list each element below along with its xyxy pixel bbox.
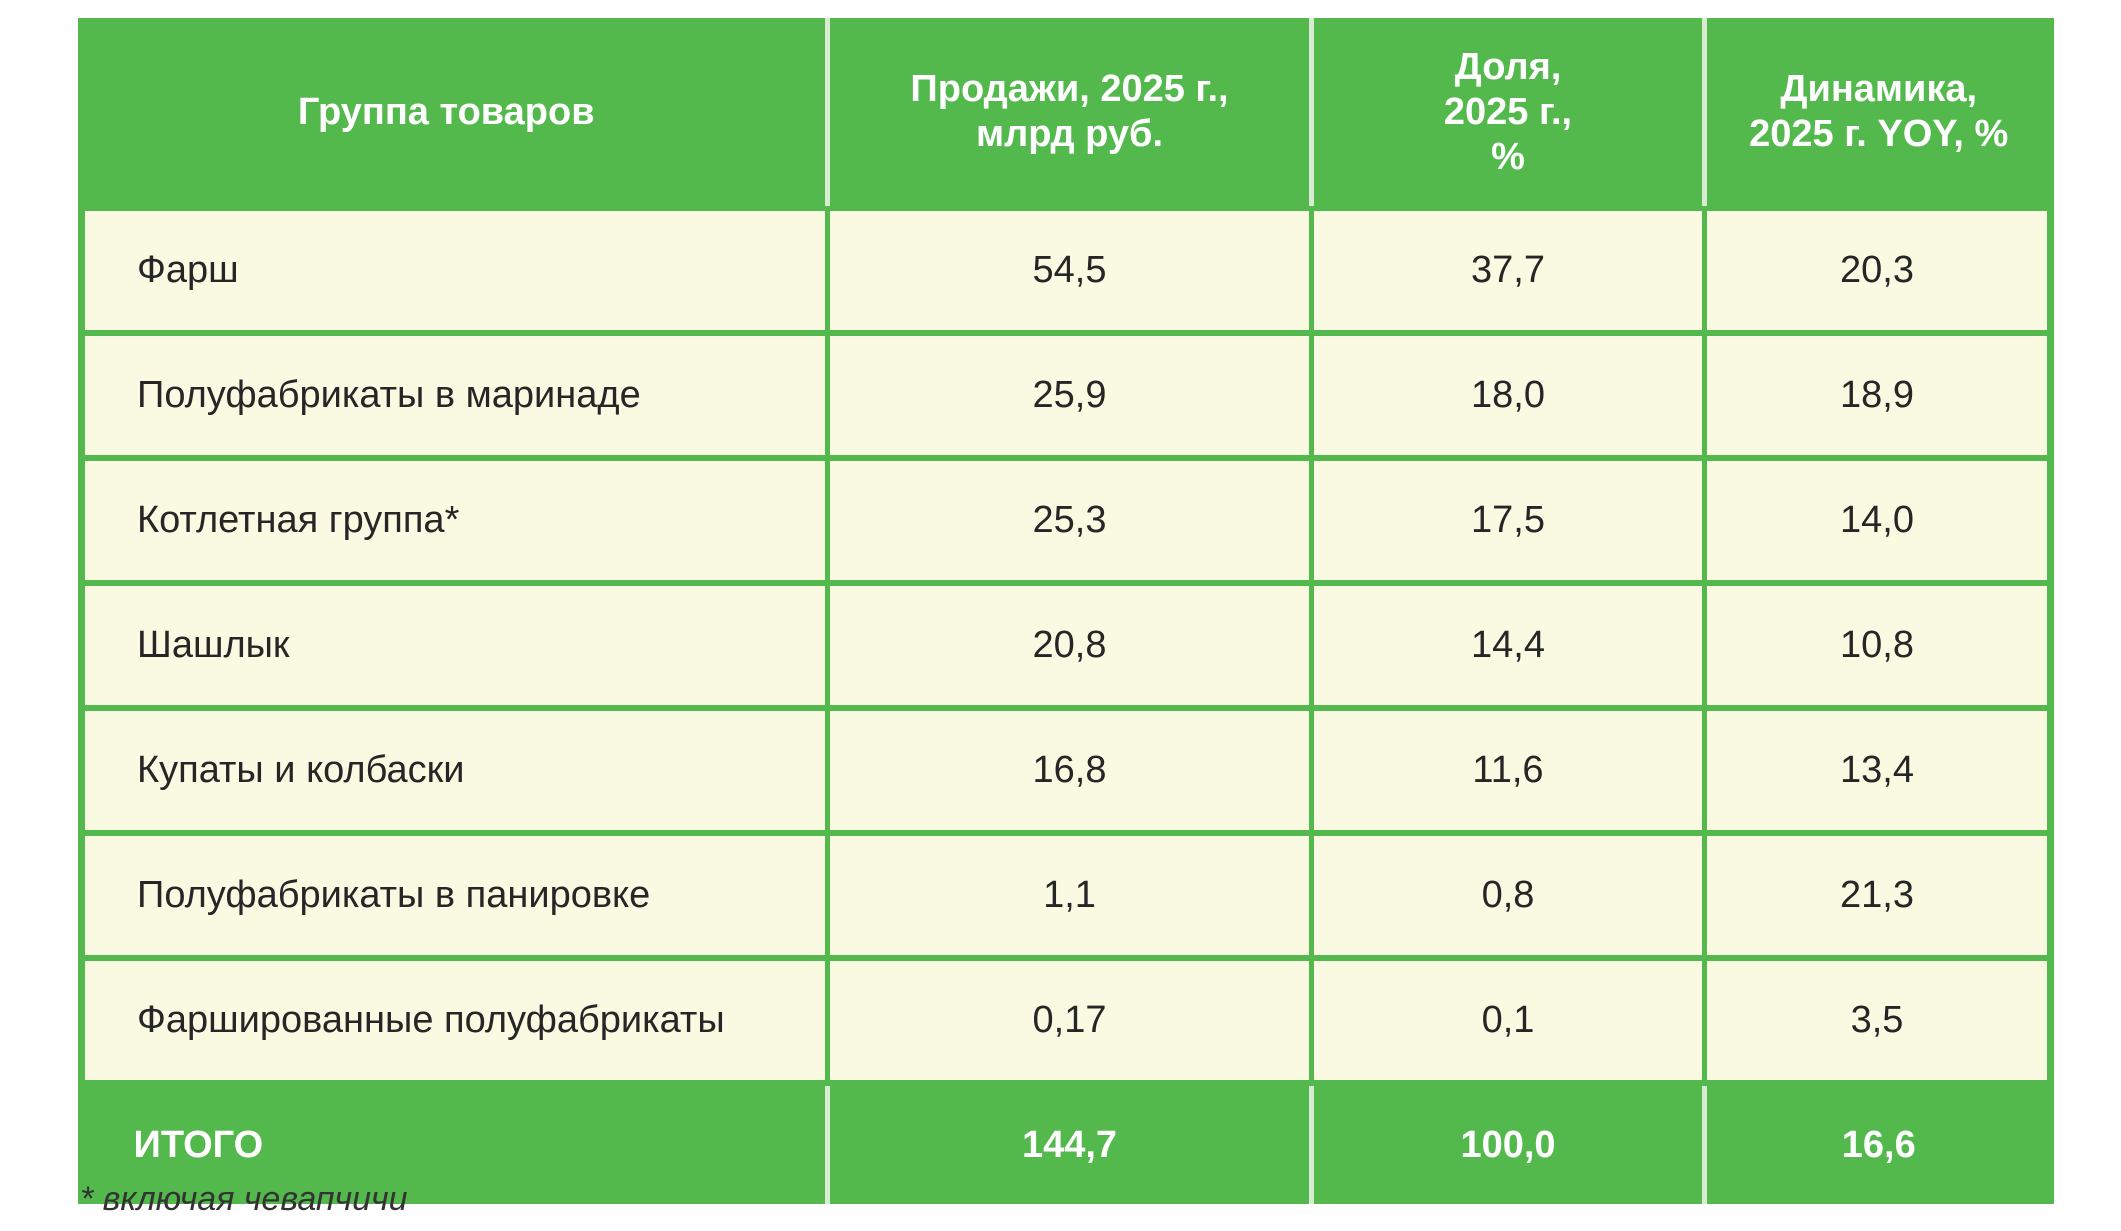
cell-dynamics: 20,3 (1704, 208, 2054, 336)
cell-group: Фаршированные полуфабрикаты (78, 958, 830, 1086)
cell-share: 18,0 (1311, 333, 1707, 461)
header-group: Группа товаров (81, 18, 830, 211)
header-share-line1: Доля, (1454, 45, 1562, 88)
total-sales: 144,7 (827, 1080, 1314, 1204)
table-row: Котлетная группа* 25,3 17,5 14,0 (78, 458, 2054, 586)
header-dynamics-line2: 2025 г. YOY, % (1749, 113, 2009, 155)
cell-share: 17,5 (1311, 458, 1707, 586)
cell-dynamics: 13,4 (1704, 708, 2054, 836)
table-row: Фаршированные полуфабрикаты 0,17 0,1 3,5 (78, 958, 2054, 1086)
cell-group: Купаты и колбаски (78, 708, 830, 836)
cell-share: 11,6 (1311, 708, 1707, 836)
cell-share: 14,4 (1311, 583, 1707, 711)
header-sales-line1: Продажи, 2025 г., (910, 68, 1229, 110)
cell-group: Котлетная группа* (78, 458, 830, 586)
table-row: Шашлык 20,8 14,4 10,8 (78, 583, 2054, 711)
header-row: Группа товаров Продажи, 2025 г., млрд ру… (81, 18, 2051, 211)
header-sales: Продажи, 2025 г., млрд руб. (827, 18, 1314, 211)
total-label: ИТОГО (81, 1080, 830, 1204)
table-row: Полуфабрикаты в маринаде 25,9 18,0 18,9 (78, 333, 2054, 461)
total-dynamics: 16,6 (1704, 1080, 2051, 1204)
cell-sales: 54,5 (827, 208, 1314, 336)
cell-sales: 16,8 (827, 708, 1314, 836)
cell-group: Фарш (78, 208, 830, 336)
footnote: * включая чевапчичи (80, 1180, 408, 1218)
header-share: Доля, 2025 г., % (1311, 18, 1707, 211)
total-share: 100,0 (1311, 1080, 1707, 1204)
cell-dynamics: 18,9 (1704, 333, 2054, 461)
table-row: Полуфабрикаты в панировке 1,1 0,8 21,3 (78, 833, 2054, 961)
cell-sales: 25,3 (827, 458, 1314, 586)
table-row: Купаты и колбаски 16,8 11,6 13,4 (78, 708, 2054, 836)
cell-group: Шашлык (78, 583, 830, 711)
cell-group: Полуфабрикаты в маринаде (78, 333, 830, 461)
total-row: ИТОГО 144,7 100,0 16,6 (81, 1080, 2051, 1204)
cell-sales: 1,1 (827, 833, 1314, 961)
cell-share: 0,1 (1311, 958, 1707, 1086)
cell-dynamics: 21,3 (1704, 833, 2054, 961)
header-dynamics: Динамика, 2025 г. YOY, % (1704, 18, 2051, 211)
header-group-text: Группа товаров (297, 90, 595, 133)
header-share-line2: 2025 г., (1443, 90, 1573, 133)
cell-sales: 25,9 (827, 333, 1314, 461)
header-dynamics-line1: Динамика, (1780, 68, 1978, 110)
cell-share: 0,8 (1311, 833, 1707, 961)
cell-group: Полуфабрикаты в панировке (78, 833, 830, 961)
sales-table: Группа товаров Продажи, 2025 г., млрд ру… (78, 18, 2054, 1204)
cell-sales: 0,17 (827, 958, 1314, 1086)
cell-sales: 20,8 (827, 583, 1314, 711)
header-sales-line2: млрд руб. (975, 113, 1164, 155)
table-row: Фарш 54,5 37,7 20,3 (78, 208, 2054, 336)
cell-share: 37,7 (1311, 208, 1707, 336)
cell-dynamics: 3,5 (1704, 958, 2054, 1086)
header-share-line3: % (1491, 135, 1525, 178)
cell-dynamics: 10,8 (1704, 583, 2054, 711)
cell-dynamics: 14,0 (1704, 458, 2054, 586)
